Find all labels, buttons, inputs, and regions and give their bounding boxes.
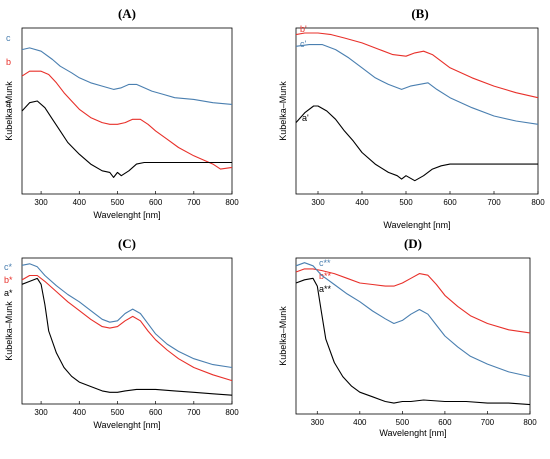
x-tick-label: 500	[396, 418, 410, 427]
series-line-b	[295, 268, 531, 334]
panel-a: (A) 300 400 500 600 700 800 Wavelenght [nm] Kube…	[4, 6, 239, 220]
x-axis-label: Wavelenght [nm]	[379, 428, 446, 438]
x-tick-label: 300	[311, 418, 325, 427]
y-axis-label: Kubelka–Munk	[278, 81, 288, 141]
series-label-a: a	[6, 99, 11, 109]
series-line-a	[295, 105, 538, 182]
panel-title: (B)	[411, 6, 428, 21]
series-line-a	[21, 277, 233, 396]
x-tick-label: 600	[149, 408, 163, 417]
x-tick-label: 700	[481, 418, 495, 427]
series-line-a	[295, 277, 531, 406]
x-tick-label: 600	[149, 198, 163, 207]
x-tick-label: 700	[487, 198, 501, 207]
x-tick-label: 800	[225, 198, 239, 207]
series-label-c: c	[6, 33, 11, 43]
y-axis-label: Kubelka–Munk	[4, 301, 14, 361]
series-line-b	[295, 32, 539, 99]
x-tick-label: 300	[34, 408, 48, 417]
x-tick-label: 300	[34, 198, 48, 207]
panel-title: (A)	[118, 6, 136, 21]
panel-c: (C) 300 400 500 600 700 800 Wavelenght [nm] Kube…	[4, 236, 239, 430]
series-line-b	[21, 274, 233, 382]
series-label-a: a**	[319, 284, 332, 294]
series-line-c	[21, 47, 233, 105]
x-tick-label: 500	[399, 198, 413, 207]
series-label-b: b'	[300, 24, 307, 34]
x-tick-label: 600	[443, 198, 457, 207]
panel-b: (B) 300 400 500 600 700 800 Wavelenght [nm] Kube…	[278, 6, 545, 230]
plot-frame	[21, 27, 233, 195]
series-label-b: b	[6, 57, 11, 67]
series-label-b: b*	[4, 275, 13, 285]
x-tick-label: 400	[353, 418, 367, 427]
series-label-b: b**	[319, 271, 332, 281]
x-axis-label: Wavelenght [nm]	[93, 420, 160, 430]
x-tick-label: 800	[531, 198, 545, 207]
series-label-c: c**	[319, 258, 331, 268]
plot-frame	[295, 257, 531, 415]
x-axis-label: Wavelenght [nm]	[93, 210, 160, 220]
x-tick-label: 500	[111, 408, 125, 417]
series-label-a: a'	[302, 113, 309, 123]
x-tick-label: 400	[355, 198, 369, 207]
panel-d: (D) 300 400 500 600 700 800 Wavelenght [nm] Kube…	[278, 236, 537, 438]
x-tick-label: 300	[311, 198, 325, 207]
x-tick-label: 500	[111, 198, 125, 207]
series-line-a	[21, 100, 232, 178]
series-label-c: c*	[4, 262, 13, 272]
panel-title: (D)	[404, 236, 422, 251]
plot-frame	[295, 27, 539, 195]
series-label-c: c'	[300, 39, 307, 49]
series-line-c	[21, 263, 233, 369]
series-line-b	[21, 70, 233, 170]
x-tick-label: 800	[225, 408, 239, 417]
x-tick-label: 800	[523, 418, 537, 427]
x-tick-label: 400	[73, 408, 87, 417]
plot-frame	[21, 257, 233, 405]
x-tick-label: 600	[438, 418, 452, 427]
x-tick-label: 700	[187, 198, 201, 207]
y-axis-label: Kubelka–Munk	[278, 306, 288, 366]
x-tick-label: 400	[73, 198, 87, 207]
x-tick-label: 700	[187, 408, 201, 417]
series-line-c	[295, 44, 539, 125]
y-axis-label: Kubelka–Munk	[4, 81, 14, 141]
series-line-c	[295, 262, 531, 378]
series-label-a: a*	[4, 288, 13, 298]
panel-title: (C)	[118, 236, 136, 251]
x-axis-label: Wavelenght [nm]	[383, 220, 450, 230]
